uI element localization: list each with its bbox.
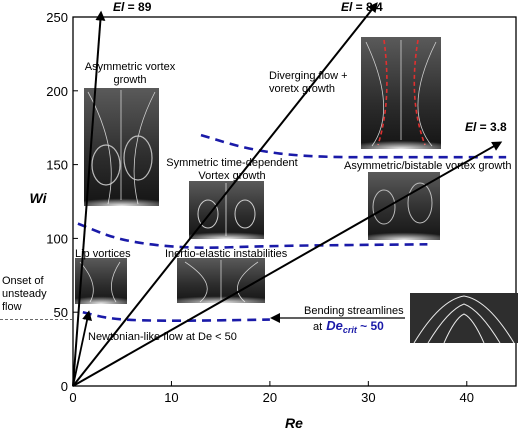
- x-tick-label: 10: [164, 390, 178, 405]
- photo-asym-vortex: [84, 88, 159, 206]
- y-tick-label: 250: [46, 10, 68, 25]
- annotation-asym-vortex-2: growth: [113, 74, 146, 86]
- annotation-bending-2-symbol: De: [326, 318, 343, 333]
- el-label-8-4-prefix: El: [341, 0, 353, 14]
- annotation-bending-2-suffix: ~ 50: [357, 319, 384, 333]
- annotation-symmetric-2: Vortex growth: [198, 170, 265, 182]
- y-tick-label: 150: [46, 158, 68, 173]
- el-label-8-4: El = 8.4: [341, 0, 383, 14]
- x-tick-label: 0: [69, 390, 76, 405]
- x-tick-label: 20: [263, 390, 277, 405]
- el-label-89-eq: =: [124, 0, 138, 14]
- y-tick-label: 100: [46, 231, 68, 246]
- el-label-3-8: El = 3.8: [465, 120, 507, 134]
- annotation-newtonian: Newtonian-like flow at De < 50: [88, 331, 237, 343]
- y-tick-label: 0: [61, 379, 68, 394]
- x-ticks: 0 10 20 30 40: [69, 381, 474, 405]
- el-label-3-8-prefix: El: [465, 120, 477, 134]
- el-line-2: [72, 2, 378, 387]
- annotation-diverging-1: Diverging flow +: [269, 70, 348, 82]
- boundary-curve-1: [82, 310, 270, 322]
- annotation-asym-bistable: Asymmetric/bistable vortex growth: [344, 160, 512, 172]
- boundary-curve-3: [200, 133, 507, 159]
- el-line-1: [72, 10, 106, 387]
- annotation-bending-2: at Decrit ~ 50: [313, 318, 384, 335]
- annotation-inertio: Inertio-elastic instabilities: [165, 248, 288, 260]
- y-tick-label: 200: [46, 84, 68, 99]
- el-label-8-4-eq: =: [352, 0, 366, 14]
- el-label-89-value: 89: [138, 0, 152, 14]
- plot-frame: [72, 16, 517, 387]
- onset-label-1: Onset of: [2, 275, 45, 287]
- y-ticks: 0 50 100 150 200 250: [46, 10, 78, 394]
- x-axis-label: Re: [285, 415, 303, 430]
- annotation-lip-vortices: Lip vortices: [75, 248, 131, 260]
- annotation-bending-2-prefix: at: [313, 321, 322, 333]
- annotation-bending-1: Bending streamlines: [304, 305, 404, 317]
- photo-bending: [410, 293, 518, 344]
- el-label-3-8-value: 3.8: [490, 120, 507, 134]
- annotation-bending-2-sub: crit: [343, 325, 358, 335]
- onset-label-3: flow: [2, 301, 22, 313]
- onset-label-2: unsteady: [2, 288, 47, 300]
- photo-inertio: [177, 258, 265, 303]
- x-tick-label: 40: [460, 390, 474, 405]
- y-axis-label: Wi: [30, 190, 48, 206]
- elasticity-lines: [72, 2, 503, 387]
- annotation-asym-vortex-1: Asymmetric vortex: [85, 61, 176, 73]
- x-tick-label: 30: [361, 390, 375, 405]
- photo-diverging: [361, 37, 441, 149]
- lip-arrow: [72, 310, 92, 387]
- el-line-3: [72, 141, 503, 387]
- annotation-symmetric-1: Symmetric time-dependent: [166, 157, 297, 169]
- y-tick-label: 50: [54, 305, 68, 320]
- el-label-3-8-eq: =: [476, 120, 490, 134]
- el-label-89-prefix: El: [113, 0, 125, 14]
- photo-lip-vortices: [75, 258, 127, 304]
- boundary-curve-2: [77, 222, 428, 249]
- el-label-89: El = 89: [113, 0, 152, 14]
- photo-symmetric: [189, 181, 264, 239]
- el-label-8-4-value: 8.4: [366, 0, 383, 14]
- annotation-diverging-2: voretx growth: [269, 83, 335, 95]
